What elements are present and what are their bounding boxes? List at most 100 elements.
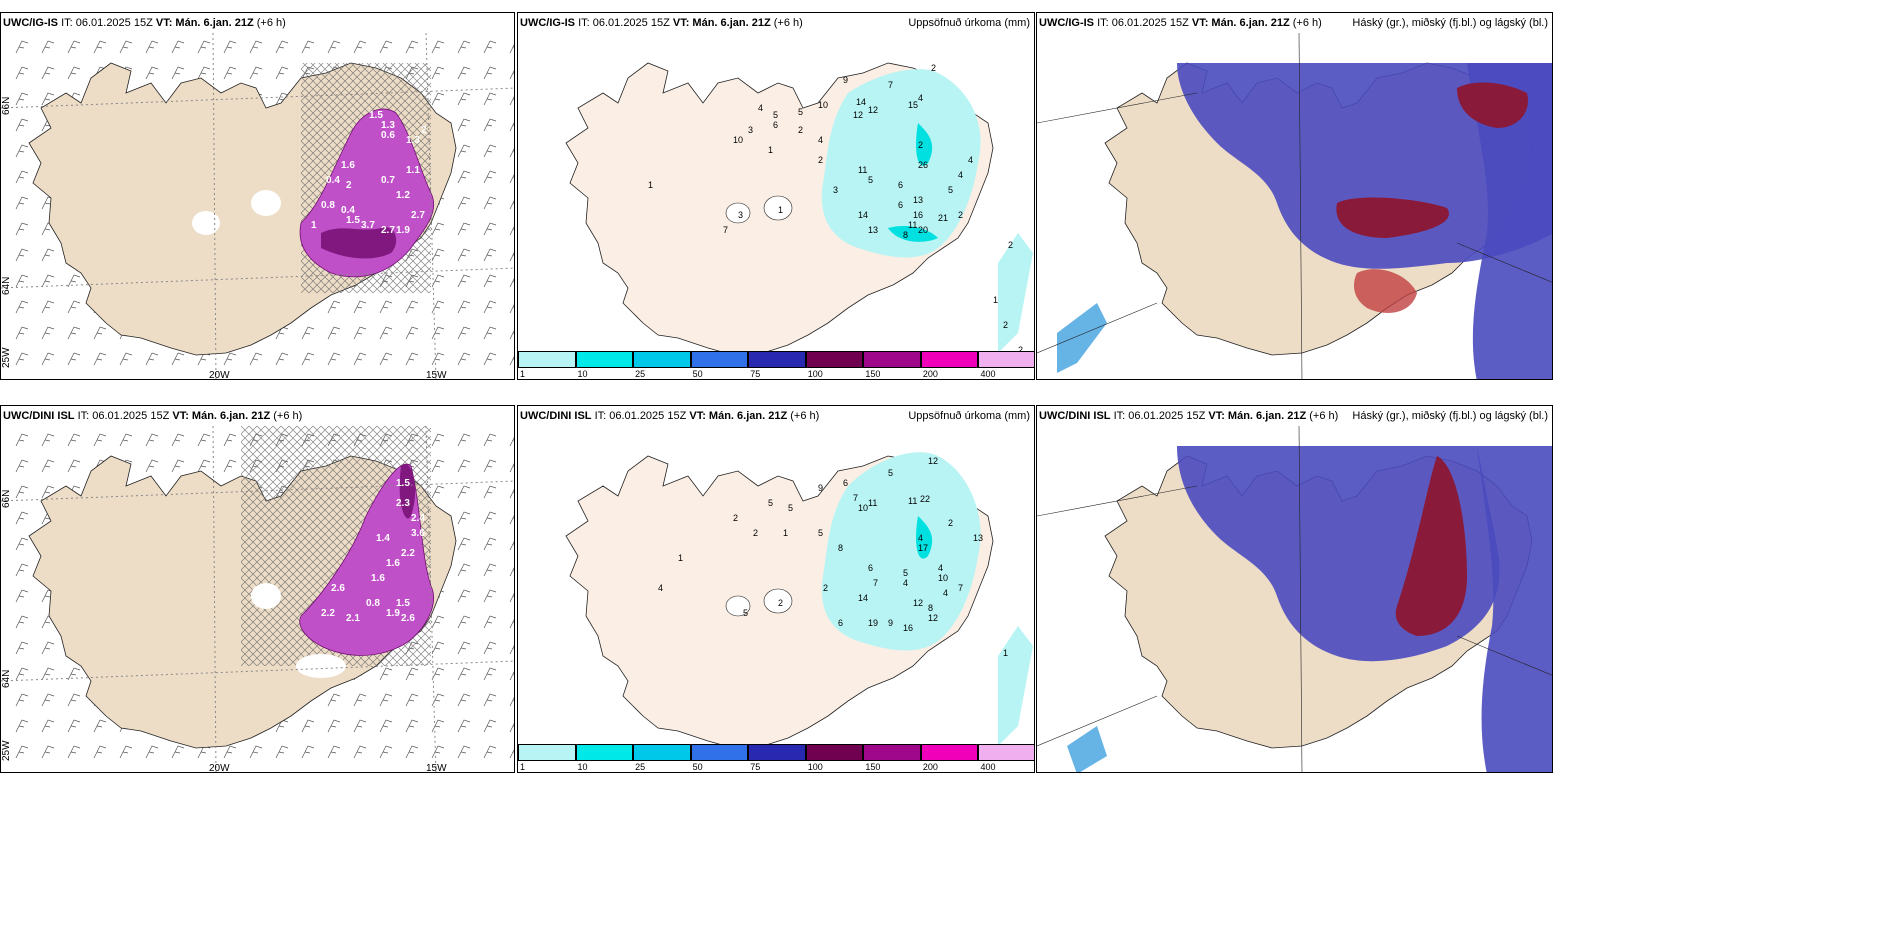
panel-field-title: Háský (gr.), miðský (fj.bl.) og lágský (… (1352, 410, 1548, 422)
precip-value: 10 (858, 503, 868, 513)
colorbar-cell (748, 351, 806, 368)
wind-barb (197, 66, 211, 80)
snow-value: 2 (346, 180, 352, 191)
precip-value: 1 (768, 145, 773, 155)
wind-barb (457, 40, 471, 54)
precip-value: 12 (853, 110, 863, 120)
wind-barb (67, 433, 81, 447)
precip-value: 4 (658, 583, 663, 593)
wind-barb (171, 40, 185, 54)
wind-barb (15, 92, 29, 106)
precip-value: 13 (973, 533, 983, 543)
wind-barb (405, 719, 419, 733)
wind-barb (483, 537, 497, 551)
wind-barb (41, 40, 55, 54)
wind-barb (457, 274, 471, 288)
wind-barb (483, 248, 497, 262)
precip-value: 4 (918, 93, 923, 103)
wind-barb (67, 274, 81, 288)
snow-value: 1.6 (341, 160, 355, 171)
wind-barb (15, 274, 29, 288)
wind-barb (93, 326, 107, 340)
colorbar-label: 25 (635, 762, 646, 772)
precip-value: 2 (1003, 320, 1008, 330)
snow-value: 1.2 (396, 190, 410, 201)
precip-value: 17 (918, 543, 928, 553)
lat-label-64: 64N (1, 277, 12, 295)
wind-barb (457, 222, 471, 236)
colorbar-cell (805, 351, 864, 368)
precip-value: 6 (843, 478, 848, 488)
precip-value: 26 (918, 160, 928, 170)
wind-barb (431, 326, 445, 340)
panel-igis-precip: UWC/IG-IS IT: 06.01.2025 15Z VT: Mán. 6.… (517, 12, 1035, 380)
wind-barb (327, 693, 341, 707)
precip-value: 1 (1003, 648, 1008, 658)
wind-barb (301, 326, 315, 340)
panel-title: UWC/DINI ISL IT: 06.01.2025 15Z VT: Mán.… (1039, 410, 1339, 422)
wind-barb (509, 567, 514, 577)
precip-value: 10 (938, 573, 948, 583)
panel-igis-clouds: UWC/IG-IS IT: 06.01.2025 15Z VT: Mán. 6.… (1036, 12, 1553, 380)
precip-value: 6 (898, 200, 903, 210)
wind-barb (509, 226, 514, 236)
wind-barb (457, 326, 471, 340)
wind-barb (379, 719, 393, 733)
map-wind-snow: 1.51.30.6 1.321.60.4 2 0.71.11.20.8 0.41 1.5 3… (1, 33, 514, 380)
wind-barb (249, 745, 263, 759)
precip-value: 21 (938, 213, 948, 223)
precip-value: 2 (931, 63, 936, 73)
wind-barb (483, 615, 497, 629)
wind-barb (509, 619, 514, 629)
wind-barb (67, 719, 81, 733)
wind-barb (15, 40, 29, 54)
snow-value: 1.4 (376, 533, 390, 544)
snow-value: 1.9 (386, 608, 400, 619)
wind-barb (379, 745, 393, 759)
wind-barb (119, 433, 133, 447)
wind-barb (41, 667, 55, 681)
snow-value: 1.5 (369, 110, 383, 121)
wind-barb (15, 144, 29, 158)
wind-barb (405, 352, 419, 366)
colorbar: 1 10 25 50 75 100 150 200 400 (518, 744, 1034, 772)
precip-value: 2 (948, 518, 953, 528)
wind-barb (509, 200, 514, 210)
precip-value: 2 (918, 140, 923, 150)
wind-barb (483, 274, 497, 288)
wind-barb (483, 563, 497, 577)
precip-value: 4 (958, 170, 963, 180)
wind-barb (509, 304, 514, 314)
lon-label-20w: 20W (209, 370, 230, 380)
wind-barb (483, 485, 497, 499)
wind-barb (457, 563, 471, 577)
wind-barb (483, 719, 497, 733)
precip-value: 7 (853, 493, 858, 503)
wind-barb (483, 433, 497, 447)
wind-barb (483, 745, 497, 759)
wind-barb (509, 148, 514, 158)
precip-value: 4 (968, 155, 973, 165)
wind-barb (301, 352, 315, 366)
wind-barb (41, 485, 55, 499)
wind-barb (15, 118, 29, 132)
precip-value: 5 (788, 503, 793, 513)
lon-label-15w: 15W (426, 763, 447, 773)
wind-barb (431, 222, 445, 236)
wind-barb (119, 40, 133, 54)
colorbar-label: 200 (922, 762, 938, 772)
wind-barb (483, 118, 497, 132)
precip-value: 13 (868, 225, 878, 235)
wind-barb (67, 459, 81, 473)
wind-barb (15, 563, 29, 577)
colorbar-label: 1 (520, 369, 526, 379)
wind-barb (431, 719, 445, 733)
precip-value: 12 (868, 105, 878, 115)
precip-value: 5 (818, 528, 823, 538)
colorbar-label: 400 (980, 762, 996, 772)
wind-barb (145, 745, 159, 759)
colorbar-label: 10 (577, 762, 588, 772)
wind-barb (509, 252, 514, 262)
snow-value: 2.6 (401, 613, 415, 624)
precip-value: 1 (783, 528, 788, 538)
